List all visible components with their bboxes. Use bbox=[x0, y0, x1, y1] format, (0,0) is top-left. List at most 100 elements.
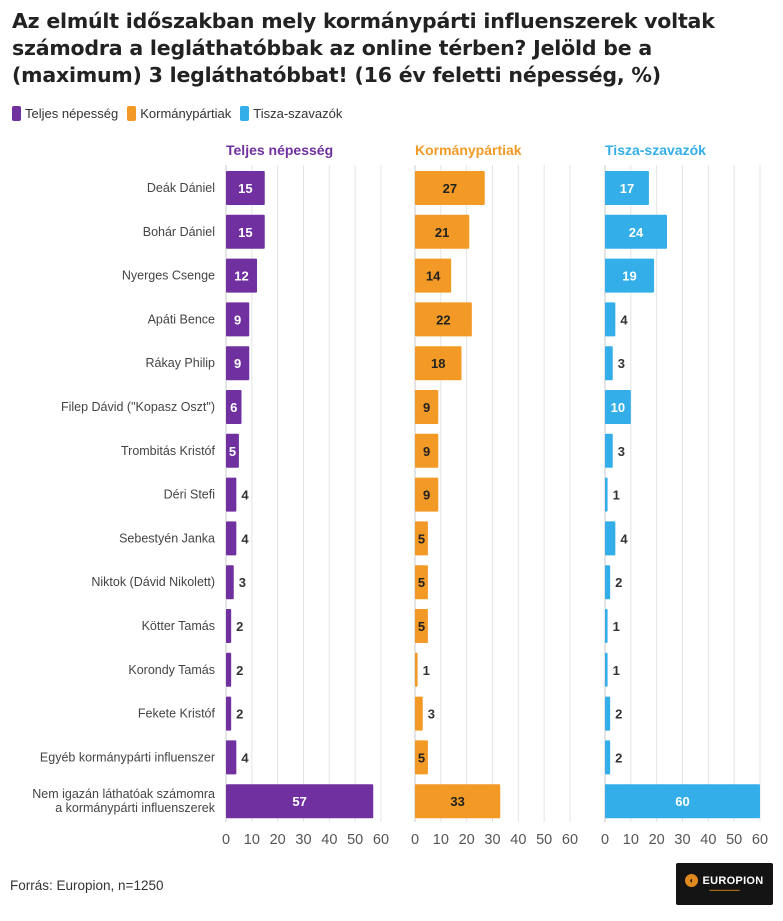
bar-kormanypartiak-nem-igazan-lathatoak-szamomra-a-kormanyparti-influenszerek bbox=[415, 784, 501, 819]
bar-kormanypartiak-apati-bence bbox=[415, 302, 472, 337]
legend-item-tisza: Tisza-szavazók bbox=[240, 106, 342, 121]
tick-label-teljes-nepesseg-30: 30 bbox=[295, 832, 311, 848]
data-label-teljes-nepesseg-egyeb-kormanyparti-influenszer: 4 bbox=[241, 750, 249, 765]
tick-label-tisza-szavazok-30: 30 bbox=[674, 832, 690, 848]
category-label-rakay-philip: Rákay Philip bbox=[146, 356, 216, 370]
panel-header-tisza-szavazok: Tisza-szavazók bbox=[605, 142, 706, 158]
data-label-teljes-nepesseg-filep-david-kopasz-oszt: 6 bbox=[230, 400, 237, 415]
tick-label-kormanypartiak-50: 50 bbox=[536, 832, 552, 848]
bar-teljes-nepesseg-kotter-tamas bbox=[226, 609, 232, 643]
bar-kormanypartiak-deak-daniel bbox=[415, 171, 485, 205]
category-label-niktok-david-nikolett: Niktok (Dávid Nikolett) bbox=[91, 575, 215, 589]
data-label-tisza-szavazok-niktok-david-nikolett: 2 bbox=[615, 575, 622, 590]
legend-swatch-teljes bbox=[12, 106, 21, 121]
bar-teljes-nepesseg-nyerges-csenge bbox=[226, 258, 257, 293]
data-label-kormanypartiak-bohar-daniel: 21 bbox=[435, 225, 449, 240]
data-label-teljes-nepesseg-nyerges-csenge: 12 bbox=[234, 269, 248, 284]
data-label-teljes-nepesseg-sebestyen-janka: 4 bbox=[241, 531, 249, 546]
tick-label-tisza-szavazok-60: 60 bbox=[752, 832, 768, 848]
bar-teljes-nepesseg-nem-igazan-lathatoak-szamomra-a-kormanyparti-influenszerek bbox=[226, 784, 374, 819]
legend-label-tisza: Tisza-szavazók bbox=[253, 106, 343, 121]
logo-text: EUROPION bbox=[702, 874, 764, 887]
data-label-kormanypartiak-kotter-tamas: 5 bbox=[418, 619, 425, 634]
bar-teljes-nepesseg-apati-bence bbox=[226, 302, 250, 337]
data-label-kormanypartiak-filep-david-kopasz-oszt: 9 bbox=[423, 400, 430, 415]
bar-tisza-szavazok-bohar-daniel bbox=[605, 214, 667, 249]
bar-kormanypartiak-fekete-kristof bbox=[415, 696, 423, 731]
bar-teljes-nepesseg-sebestyen-janka bbox=[226, 521, 237, 556]
tick-label-tisza-szavazok-50: 50 bbox=[726, 832, 742, 848]
bar-kormanypartiak-deri-stefi bbox=[415, 477, 439, 512]
data-label-kormanypartiak-niktok-david-nikolett: 5 bbox=[418, 575, 425, 590]
category-label-trombitas-kristof: Trombitás Kristóf bbox=[121, 444, 216, 458]
bar-teljes-nepesseg-egyeb-kormanyparti-influenszer bbox=[226, 740, 237, 775]
data-label-tisza-szavazok-kotter-tamas: 1 bbox=[613, 619, 620, 634]
bar-tisza-szavazok-apati-bence bbox=[605, 302, 616, 337]
bar-tisza-szavazok-egyeb-kormanyparti-influenszer bbox=[605, 740, 611, 775]
data-label-teljes-nepesseg-deri-stefi: 4 bbox=[241, 488, 249, 503]
bar-tisza-szavazok-rakay-philip bbox=[605, 346, 613, 381]
data-label-teljes-nepesseg-trombitas-kristof: 5 bbox=[229, 444, 236, 459]
legend-item-teljes: Teljes népesség bbox=[12, 106, 118, 121]
tick-label-tisza-szavazok-20: 20 bbox=[649, 832, 665, 848]
bar-teljes-nepesseg-deak-daniel bbox=[226, 171, 265, 205]
tick-label-teljes-nepesseg-50: 50 bbox=[347, 832, 363, 848]
data-label-teljes-nepesseg-bohar-daniel: 15 bbox=[238, 225, 252, 240]
data-label-tisza-szavazok-deri-stefi: 1 bbox=[613, 488, 620, 503]
data-label-kormanypartiak-egyeb-kormanyparti-influenszer: 5 bbox=[418, 750, 425, 765]
data-label-tisza-szavazok-nem-igazan-lathatoak-szamomra-a-kormanyparti-influenszerek: 60 bbox=[675, 794, 689, 809]
bar-tisza-szavazok-niktok-david-nikolett bbox=[605, 565, 611, 600]
legend-item-kormanypartiak: Kormánypártiak bbox=[127, 106, 231, 121]
bar-teljes-nepesseg-filep-david-kopasz-oszt bbox=[226, 390, 242, 424]
bar-tisza-szavazok-korondy-tamas bbox=[605, 652, 608, 687]
category-label-bohar-daniel: Bohár Dániel bbox=[143, 225, 215, 239]
data-label-tisza-szavazok-trombitas-kristof: 3 bbox=[618, 444, 625, 459]
bar-tisza-szavazok-fekete-kristof bbox=[605, 696, 611, 731]
bar-tisza-szavazok-filep-david-kopasz-oszt bbox=[605, 390, 631, 424]
legend-swatch-kormanypartiak bbox=[127, 106, 137, 121]
legend-label-teljes: Teljes népesség bbox=[25, 106, 119, 121]
tick-label-teljes-nepesseg-60: 60 bbox=[373, 832, 389, 848]
tick-label-kormanypartiak-10: 10 bbox=[433, 832, 449, 848]
bar-tisza-szavazok-kotter-tamas bbox=[605, 609, 608, 643]
panel-header-teljes-nepesseg: Teljes népesség bbox=[226, 142, 333, 158]
bar-teljes-nepesseg-bohar-daniel bbox=[226, 214, 265, 249]
data-label-kormanypartiak-sebestyen-janka: 5 bbox=[418, 531, 425, 546]
data-label-tisza-szavazok-rakay-philip: 3 bbox=[618, 356, 625, 371]
category-label-deak-daniel: Deák Dániel bbox=[147, 181, 215, 195]
europion-logo-icon: ◐ bbox=[685, 874, 699, 887]
tick-label-teljes-nepesseg-20: 20 bbox=[270, 832, 286, 848]
category-label-egyeb-kormanyparti-influenszer: Egyéb kormánypárti influenszer bbox=[40, 750, 215, 764]
europion-logo: ◐ EUROPION ━━━━━━━━━━ bbox=[676, 863, 773, 905]
tick-label-teljes-nepesseg-10: 10 bbox=[244, 832, 260, 848]
legend-label-kormanypartiak: Kormánypártiak bbox=[140, 106, 232, 121]
bar-kormanypartiak-bohar-daniel bbox=[415, 214, 470, 249]
bar-tisza-szavazok-trombitas-kristof bbox=[605, 433, 613, 468]
data-label-kormanypartiak-nem-igazan-lathatoak-szamomra-a-kormanyparti-influenszerek: 33 bbox=[450, 794, 464, 809]
data-label-kormanypartiak-trombitas-kristof: 9 bbox=[423, 444, 430, 459]
tick-label-tisza-szavazok-10: 10 bbox=[623, 832, 639, 848]
data-label-tisza-szavazok-nyerges-csenge: 19 bbox=[622, 269, 636, 284]
data-label-tisza-szavazok-sebestyen-janka: 4 bbox=[620, 531, 628, 546]
category-label-deri-stefi: Déri Stefi bbox=[164, 488, 215, 502]
legend-swatch-tisza bbox=[240, 106, 250, 121]
tick-label-teljes-nepesseg-0: 0 bbox=[222, 832, 230, 848]
bar-kormanypartiak-rakay-philip bbox=[415, 346, 462, 381]
category-label-korondy-tamas: Korondy Tamás bbox=[128, 663, 215, 677]
tick-label-tisza-szavazok-40: 40 bbox=[700, 832, 716, 848]
legend: Teljes népesség Kormánypártiak Tisza-sza… bbox=[12, 106, 342, 121]
data-label-tisza-szavazok-apati-bence: 4 bbox=[620, 312, 628, 327]
category-label-fekete-kristof: Fekete Kristóf bbox=[138, 707, 216, 721]
bar-teljes-nepesseg-niktok-david-nikolett bbox=[226, 565, 234, 600]
bar-tisza-szavazok-deri-stefi bbox=[605, 477, 608, 512]
logo-tagline-mark: ━━━━━━━━━━ bbox=[709, 888, 740, 894]
data-label-tisza-szavazok-filep-david-kopasz-oszt: 10 bbox=[611, 400, 625, 415]
bar-kormanypartiak-trombitas-kristof bbox=[415, 433, 439, 468]
data-label-teljes-nepesseg-korondy-tamas: 2 bbox=[236, 663, 243, 678]
data-label-teljes-nepesseg-nem-igazan-lathatoak-szamomra-a-kormanyparti-influenszerek: 57 bbox=[292, 794, 306, 809]
data-label-teljes-nepesseg-kotter-tamas: 2 bbox=[236, 619, 243, 634]
source-note: Forrás: Europion, n=1250 bbox=[10, 878, 164, 893]
bar-kormanypartiak-kotter-tamas bbox=[415, 609, 428, 643]
data-label-teljes-nepesseg-apati-bence: 9 bbox=[234, 312, 241, 327]
data-label-tisza-szavazok-egyeb-kormanyparti-influenszer: 2 bbox=[615, 750, 622, 765]
